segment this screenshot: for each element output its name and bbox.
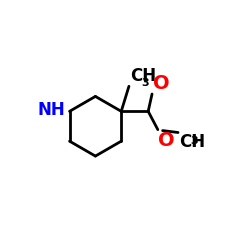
Text: O: O (158, 131, 175, 150)
Text: 3: 3 (191, 136, 198, 145)
Text: NH: NH (38, 101, 65, 119)
Text: 3: 3 (142, 78, 149, 88)
Text: CH: CH (130, 67, 156, 85)
Text: O: O (152, 74, 169, 93)
Text: CH: CH (179, 133, 205, 151)
